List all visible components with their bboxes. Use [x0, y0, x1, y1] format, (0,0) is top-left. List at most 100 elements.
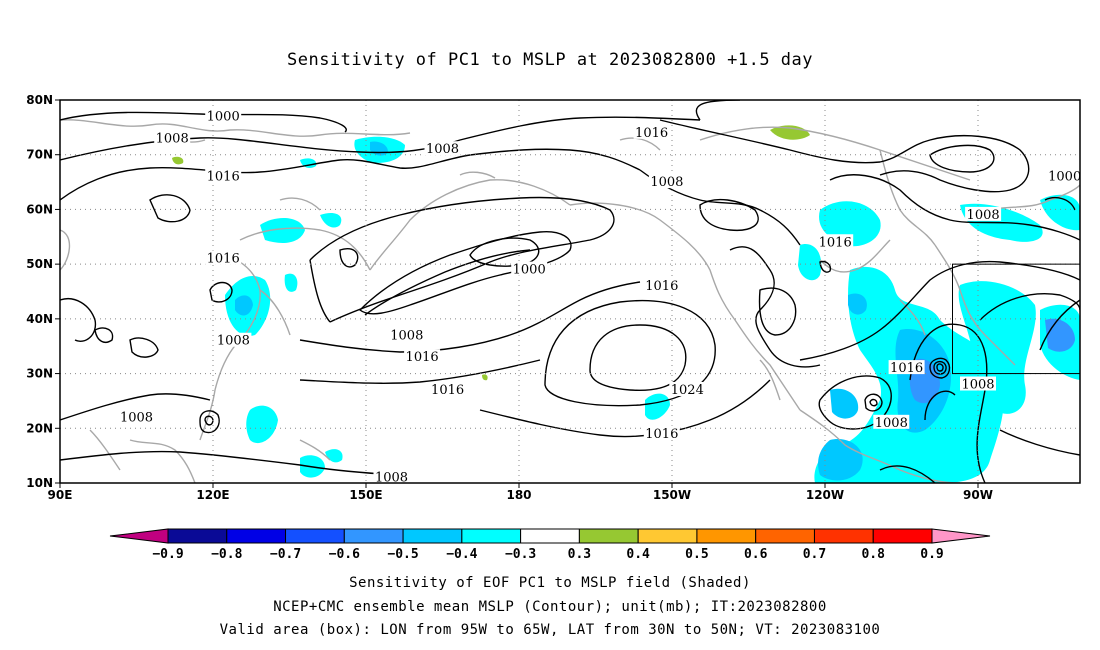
longitude-axis: 90E120E150E180150W120W90W60W	[48, 483, 993, 502]
colorbar-segment	[285, 528, 345, 544]
contour-label: 1008	[217, 334, 250, 349]
colorbar-segment	[696, 528, 757, 544]
sensitivity-shading	[172, 125, 1080, 483]
lat-tick-label: 30N	[26, 367, 53, 381]
contour-label: 1008	[650, 175, 683, 190]
colorbar-segment	[226, 528, 287, 544]
contour-label-bg	[643, 278, 680, 293]
colorbar-segment	[167, 528, 228, 544]
lon-tick-label: 150W	[653, 488, 691, 502]
contour-label-bg	[960, 376, 996, 391]
colorbar-label: −0.4	[446, 547, 477, 562]
contour-label-bg	[817, 234, 854, 249]
contour-label-bg	[404, 349, 441, 364]
coastlines	[60, 119, 1080, 483]
contour-label-bg	[373, 469, 410, 483]
lon-tick-label: 120W	[806, 488, 844, 502]
caption-shading: Sensitivity of EOF PC1 to MSLP field (Sh…	[349, 575, 751, 591]
caption-valid-area: Valid area (box): LON from 95W to 65W, L…	[219, 622, 881, 638]
lon-tick-label: 120E	[196, 488, 229, 502]
contour-label-bg	[873, 414, 910, 429]
contour-label-bg	[118, 409, 155, 424]
colorbar-label: 0.4	[626, 547, 650, 562]
contour-label-bg	[633, 124, 670, 139]
contour-label-bg	[154, 130, 191, 145]
colorbar-segment	[578, 528, 639, 544]
contour-label: 1016	[645, 427, 678, 442]
latitude-axis: 80N 70N 60N 50N 40N 30N 20N 10N	[26, 93, 60, 490]
colorbar-label: 0.5	[685, 547, 708, 562]
contour-label: 1008	[120, 410, 153, 425]
colorbar-segment	[813, 528, 874, 544]
colorbar-segment	[755, 528, 815, 544]
lon-tick-label: 150E	[349, 488, 382, 502]
contour-label-bg	[643, 425, 680, 440]
contour-labels: 1000 1008 1016 1008 1016 1008 1000 1008 1016 1016…	[118, 108, 1081, 486]
colorbar-label: 0.9	[920, 547, 943, 562]
contour-label: 1008	[426, 142, 459, 157]
lat-tick-label: 80N	[26, 93, 53, 107]
contour-label-bg	[965, 206, 1002, 221]
contour-label-bg	[1046, 168, 1080, 183]
colorbar-label: −0.3	[505, 547, 536, 562]
contour-label-bg	[669, 381, 706, 396]
lat-tick-label: 20N	[26, 421, 53, 435]
contour-label-bg	[205, 108, 242, 123]
colorbar-segment	[402, 528, 463, 544]
colorbar-segment	[872, 528, 933, 544]
lon-tick-label: 90W	[963, 488, 993, 502]
contour-label: 1008	[875, 416, 908, 431]
colorbar-segment	[461, 528, 522, 544]
caption-contour: NCEP+CMC ensemble mean MSLP (Contour); u…	[273, 599, 827, 615]
contour-label: 1000	[1048, 170, 1081, 185]
lon-tick-label: 90E	[48, 488, 73, 502]
colorbar-label: −0.5	[387, 547, 418, 562]
contour-label: 1008	[961, 378, 994, 393]
colorbar-label: 0.6	[744, 547, 768, 562]
colorbar-segment	[343, 528, 404, 544]
lon-tick-label: 180	[506, 488, 531, 502]
contour-label: 1016	[406, 350, 439, 365]
contour-label: 1016	[207, 170, 240, 185]
contour-label: 1000	[207, 109, 240, 124]
contour-label-bg	[424, 141, 461, 156]
colorbar: −0.9 −0.8 −0.7 −0.6 −0.5 −0.4 −0.3 0.3 0.4 0.5 0.6…	[109, 528, 991, 562]
map-frame	[59, 99, 1081, 484]
colorbar-segment	[109, 528, 169, 544]
lat-tick-label: 10N	[26, 476, 53, 490]
colorbar-label: 0.7	[803, 547, 826, 562]
plot-title: Sensitivity of PC1 to MSLP at 2023082800…	[286, 50, 813, 70]
colorbar-label: −0.7	[270, 547, 301, 562]
contour-label-bg	[388, 327, 425, 342]
lat-tick-label: 60N	[26, 202, 53, 216]
lat-tick-label: 40N	[26, 312, 53, 326]
contour-label: 1008	[390, 328, 423, 343]
colorbar-label: −0.9	[152, 547, 183, 562]
colorbar-label: 0.3	[568, 547, 591, 562]
colorbar-label: 0.8	[861, 547, 885, 562]
contour-label: 1016	[431, 383, 464, 398]
contour-label: 1000	[513, 263, 546, 278]
contour-label: 1008	[967, 208, 1000, 223]
contour-label: 1008	[375, 471, 408, 486]
contour-label-bg	[215, 332, 252, 347]
contour-label-bg	[511, 261, 548, 276]
contour-label: 1024	[671, 383, 704, 398]
lat-tick-label: 70N	[26, 148, 53, 162]
contour-label-bg	[205, 168, 242, 183]
colorbar-segment	[637, 528, 698, 544]
colorbar-segment	[520, 528, 580, 544]
colorbar-segment	[931, 528, 991, 544]
contour-label-bg	[648, 174, 685, 189]
contour-label: 1016	[207, 252, 240, 267]
contour-label: 1016	[890, 361, 923, 376]
lat-tick-label: 50N	[26, 257, 53, 271]
contour-label: 1016	[645, 279, 678, 294]
contour-label-bg	[888, 360, 925, 375]
contour-label-bg	[205, 250, 242, 265]
contour-label: 1016	[635, 126, 668, 141]
contour-label: 1016	[819, 235, 852, 250]
contour-label: 1008	[156, 131, 189, 146]
colorbar-label: −0.8	[211, 547, 242, 562]
